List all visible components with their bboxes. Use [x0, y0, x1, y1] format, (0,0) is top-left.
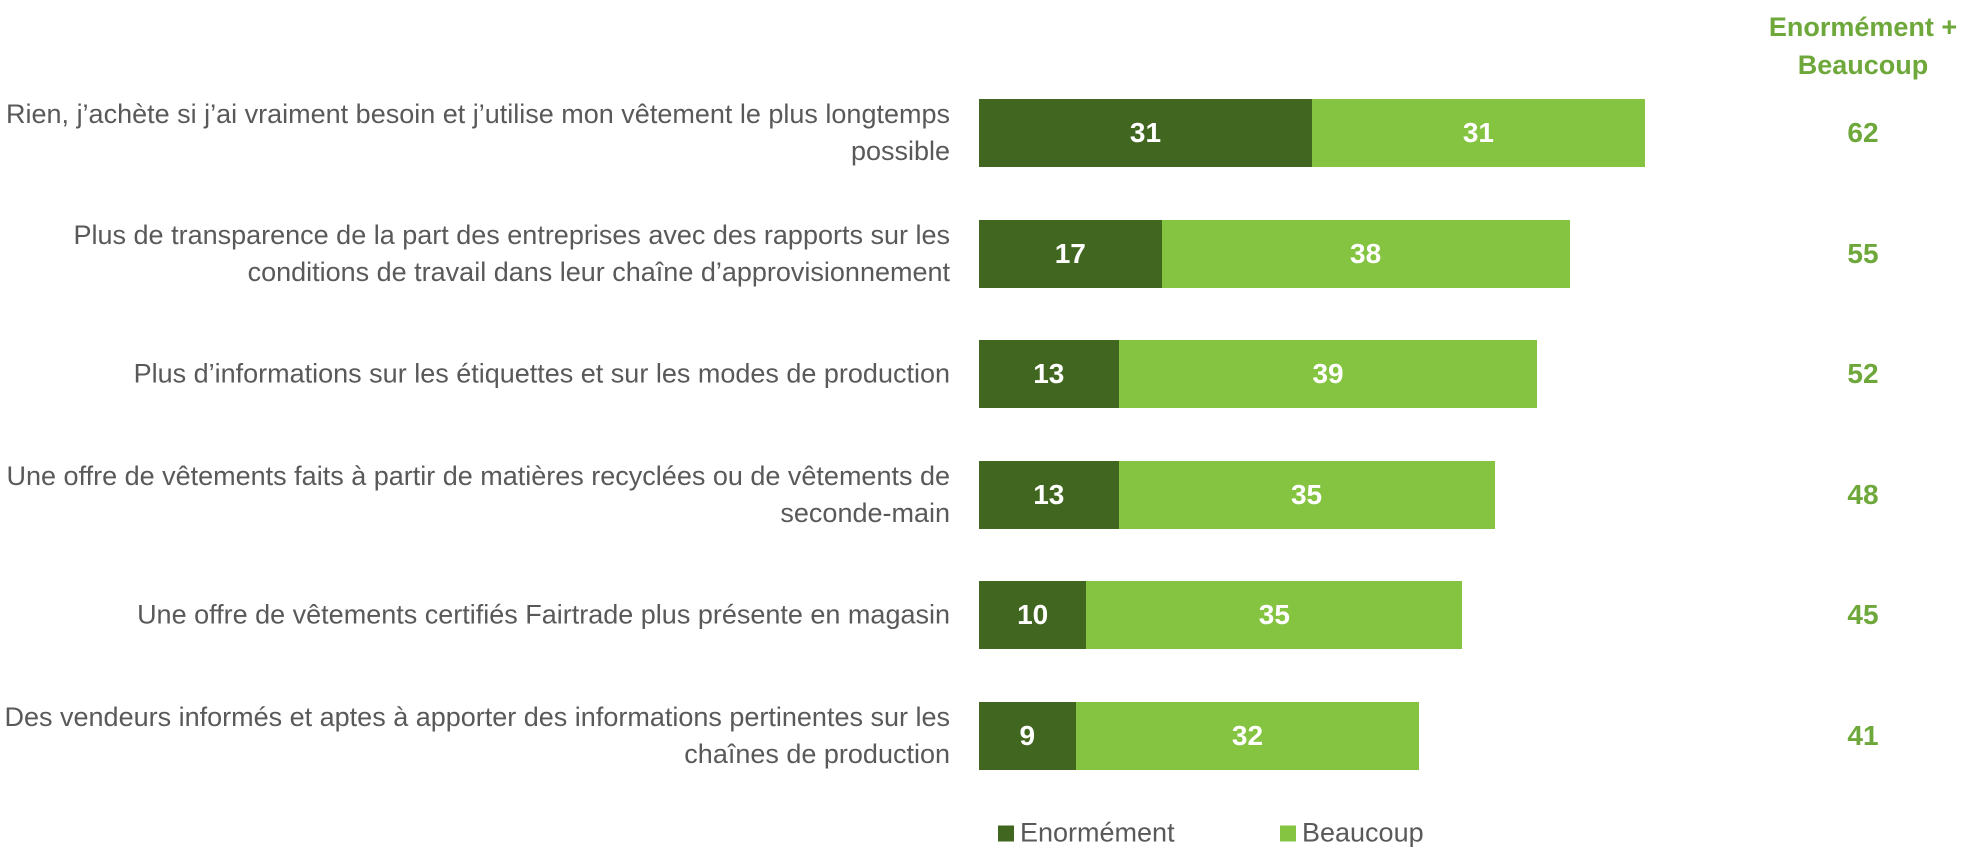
category-label: Des vendeurs informés et aptes à apporte…	[4, 701, 951, 769]
total-label: 41	[1847, 719, 1879, 751]
legend-item: Beaucoup	[1280, 818, 1424, 849]
total-label: 55	[1847, 237, 1879, 269]
bar-segment: 31	[979, 99, 1312, 167]
bar-segment: 35	[1086, 581, 1463, 649]
bar-segment: 13	[979, 340, 1119, 408]
value-label: 13	[1033, 358, 1065, 389]
bar-segment: 38	[1161, 219, 1570, 288]
value-label: 13	[1033, 478, 1065, 510]
bar-segment: 31	[1311, 99, 1645, 167]
value-label: 32	[1231, 719, 1264, 751]
totals-title: Enormément + Beaucoup	[1768, 12, 1958, 80]
bar-segment: 35	[1118, 460, 1495, 529]
value-label: 17	[1054, 237, 1086, 269]
value-label: 31	[1129, 117, 1162, 148]
total-label: 52	[1847, 358, 1879, 389]
legend-swatch	[1280, 825, 1296, 841]
category-label: Rien, j’achète si j’ai vraiment besoin e…	[6, 99, 950, 166]
bar-segment: 9	[979, 701, 1076, 770]
category-label: Une offre de vêtements certifiés Fairtra…	[137, 599, 950, 630]
total-label: 48	[1847, 478, 1879, 510]
bar-segment: 32	[1075, 701, 1420, 770]
value-label: 10	[1017, 599, 1049, 630]
bar-segment: 13	[979, 460, 1119, 529]
total-label: 45	[1847, 599, 1879, 630]
category-label: Plus d’informations sur les étiquettes e…	[133, 358, 950, 389]
legend-item: Enormément	[998, 818, 1175, 849]
value-label: 9	[1019, 719, 1036, 751]
value-label: 38	[1350, 237, 1382, 269]
bar-segment: 17	[979, 219, 1162, 288]
category-label: Une offre de vêtements faits à partir de…	[6, 460, 950, 528]
legend-label: Beaucoup	[1302, 817, 1424, 848]
total-label: 62	[1847, 117, 1879, 148]
value-label: 31	[1462, 117, 1494, 148]
category-label: Plus de transparence de la part des entr…	[73, 219, 950, 287]
legend-label: Enormément	[1020, 817, 1175, 848]
value-label: 35	[1290, 478, 1323, 510]
value-label: 39	[1312, 358, 1344, 389]
bar-segment: 10	[979, 581, 1087, 649]
value-label: 35	[1258, 599, 1290, 630]
legend-swatch	[998, 825, 1014, 841]
bar-segment: 39	[1118, 340, 1538, 408]
